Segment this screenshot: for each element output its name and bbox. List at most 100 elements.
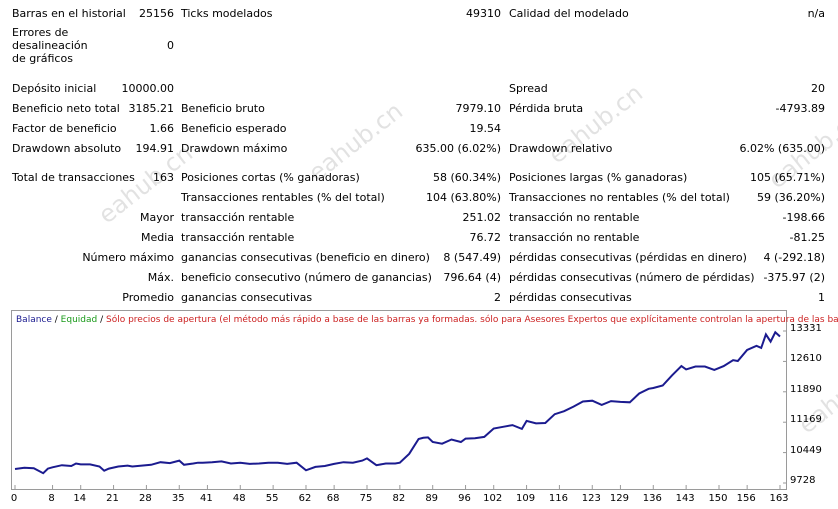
x-tick-label: 48 bbox=[232, 493, 246, 504]
x-tick-label: 116 bbox=[548, 493, 568, 504]
x-tick-label: 14 bbox=[73, 493, 87, 504]
legend-equity: Equidad bbox=[60, 315, 98, 325]
initial-deposit-value: 10000.00 bbox=[121, 82, 175, 95]
short-positions-label: Posiciones cortas (% ganadoras) bbox=[181, 171, 360, 184]
x-tick-label: 150 bbox=[708, 493, 728, 504]
spread-label: Spread bbox=[509, 82, 548, 95]
absolute-drawdown-value: 194.91 bbox=[135, 142, 175, 155]
y-tick-label: 10449 bbox=[790, 444, 822, 456]
maximal-drawdown-label: Drawdown máximo bbox=[181, 142, 288, 155]
total-trades-label: Total de transacciones bbox=[12, 171, 135, 184]
loss-trades-label: Transacciones no rentables (% del total) bbox=[509, 191, 730, 204]
average-profit-trade-value: 76.72 bbox=[469, 231, 502, 244]
x-tick-label: 8 bbox=[48, 493, 55, 504]
legend-modeling-note: Sólo precios de apertura (el método más … bbox=[105, 315, 838, 325]
average-consecutive-losses-label: pérdidas consecutivas bbox=[509, 291, 632, 304]
x-tick-label: 55 bbox=[265, 493, 279, 504]
x-tick-label: 21 bbox=[106, 493, 119, 504]
x-tick-label: 28 bbox=[139, 493, 152, 504]
spread-value: 20 bbox=[811, 82, 825, 95]
average-loss-trade-value: -81.25 bbox=[789, 231, 825, 244]
max-consecutive-wins-label: ganancias consecutivas (beneficio en din… bbox=[181, 251, 430, 264]
modeling-quality-value: n/a bbox=[807, 7, 825, 20]
gross-profit-label: Beneficio bruto bbox=[181, 102, 265, 115]
average-loss-trade-label: transacción no rentable bbox=[509, 231, 640, 244]
largest-loss-trade-value: -198.66 bbox=[782, 211, 825, 224]
modeling-quality-label: Calidad del modelado bbox=[509, 7, 629, 20]
x-tick-label: 136 bbox=[642, 493, 662, 504]
legend-separator: / bbox=[97, 315, 106, 325]
x-tick-label: 102 bbox=[483, 493, 503, 504]
mismatched-chart-errors-label: Errores de desalineación de gráficos bbox=[12, 26, 88, 65]
absolute-drawdown-label: Drawdown absoluto bbox=[12, 142, 122, 155]
total-trades-value: 163 bbox=[153, 171, 174, 184]
profit-trades-label: Transacciones rentables (% del total) bbox=[181, 191, 385, 204]
maximal-consecutive-loss-value: -375.97 (2) bbox=[763, 271, 825, 284]
bars-in-history-value: 25156 bbox=[139, 7, 174, 20]
max-consecutive-losses-value: 4 (-292.18) bbox=[763, 251, 825, 264]
gross-loss-label: Pérdida bruta bbox=[509, 102, 584, 115]
average-consecutive-wins-value: 2 bbox=[494, 291, 501, 304]
balance-chart: Balance / Equidad / Sólo precios de aper… bbox=[11, 310, 838, 490]
largest-profit-trade-label: transacción rentable bbox=[181, 211, 295, 224]
balance-line bbox=[14, 330, 781, 475]
largest-loss-trade-label: transacción no rentable bbox=[509, 211, 640, 224]
expected-payoff-value: 19.54 bbox=[469, 122, 502, 135]
average-row-label: Media bbox=[140, 231, 174, 244]
x-tick-label: 156 bbox=[736, 493, 756, 504]
modeled-ticks-value: 49310 bbox=[466, 7, 501, 20]
total-net-profit-label: Beneficio neto total bbox=[12, 102, 120, 115]
y-tick-label: 13331 bbox=[790, 323, 822, 334]
chart-legend: Balance / Equidad / Sólo precios de aper… bbox=[16, 315, 838, 325]
max-consecutive-wins-value: 8 (547.49) bbox=[443, 251, 501, 264]
relative-drawdown-label: Drawdown relativo bbox=[509, 142, 613, 155]
profit-factor-label: Factor de beneficio bbox=[12, 122, 117, 135]
x-tick-label: 96 bbox=[458, 493, 471, 504]
y-tick-label: 9728 bbox=[790, 475, 816, 486]
gross-profit-value: 7979.10 bbox=[455, 102, 502, 115]
maximum-count-row-label: Número máximo bbox=[82, 251, 174, 264]
y-tick-label: 11890 bbox=[790, 383, 822, 395]
x-tick-label: 123 bbox=[581, 493, 601, 504]
legend-separator: / bbox=[51, 315, 61, 325]
profit-factor-value: 1.66 bbox=[149, 122, 175, 135]
maximal-consecutive-profit-label: beneficio consecutivo (número de gananci… bbox=[181, 271, 432, 284]
average-profit-trade-label: transacción rentable bbox=[181, 231, 295, 244]
relative-drawdown-value: 6.02% (635.00) bbox=[739, 142, 825, 155]
long-positions-value: 105 (65.71%) bbox=[749, 171, 825, 184]
x-tick-label: 75 bbox=[359, 493, 373, 504]
x-tick-label: 68 bbox=[326, 493, 340, 504]
x-tick-label: 62 bbox=[298, 493, 312, 504]
maximal-consecutive-profit-value: 796.64 (4) bbox=[443, 271, 501, 284]
average-consecutive-row-label: Promedio bbox=[122, 291, 174, 304]
modeled-ticks-label: Ticks modelados bbox=[181, 7, 273, 20]
legend-balance: Balance bbox=[16, 315, 52, 325]
x-tick-label: 143 bbox=[675, 493, 695, 504]
x-tick-label: 82 bbox=[392, 493, 406, 504]
x-tick-label: 129 bbox=[609, 493, 629, 504]
profit-trades-value: 104 (63.80%) bbox=[425, 191, 501, 204]
maximal-drawdown-value: 635.00 (6.02%) bbox=[415, 142, 501, 155]
maximal-row-label: Máx. bbox=[147, 271, 174, 284]
x-tick-label: 0 bbox=[10, 493, 18, 504]
x-tick-label: 35 bbox=[171, 493, 185, 504]
chart-plot-area bbox=[14, 330, 786, 489]
total-net-profit-value: 3185.21 bbox=[128, 102, 175, 115]
largest-row-label: Mayor bbox=[140, 211, 174, 224]
largest-profit-trade-value: 251.02 bbox=[462, 211, 502, 224]
short-positions-value: 58 (60.34%) bbox=[432, 171, 501, 184]
maximal-consecutive-loss-label: pérdidas consecutivas (número de pérdida… bbox=[509, 271, 755, 284]
loss-trades-value: 59 (36.20%) bbox=[756, 191, 825, 204]
gross-loss-value: -4793.89 bbox=[775, 102, 825, 115]
y-tick-label: 11169 bbox=[790, 414, 822, 426]
long-positions-label: Posiciones largas (% ganadoras) bbox=[509, 171, 688, 184]
average-consecutive-wins-label: ganancias consecutivas bbox=[181, 291, 313, 304]
expected-payoff-label: Beneficio esperado bbox=[181, 122, 287, 135]
x-tick-label: 41 bbox=[200, 493, 213, 504]
x-tick-label: 163 bbox=[769, 493, 789, 504]
x-tick-label: 109 bbox=[516, 493, 536, 504]
y-tick-label: 12610 bbox=[790, 353, 822, 365]
mismatched-chart-errors-value: 0 bbox=[167, 39, 174, 52]
bars-in-history-label: Barras en el historial bbox=[12, 7, 126, 20]
initial-deposit-label: Depósito inicial bbox=[12, 82, 97, 95]
